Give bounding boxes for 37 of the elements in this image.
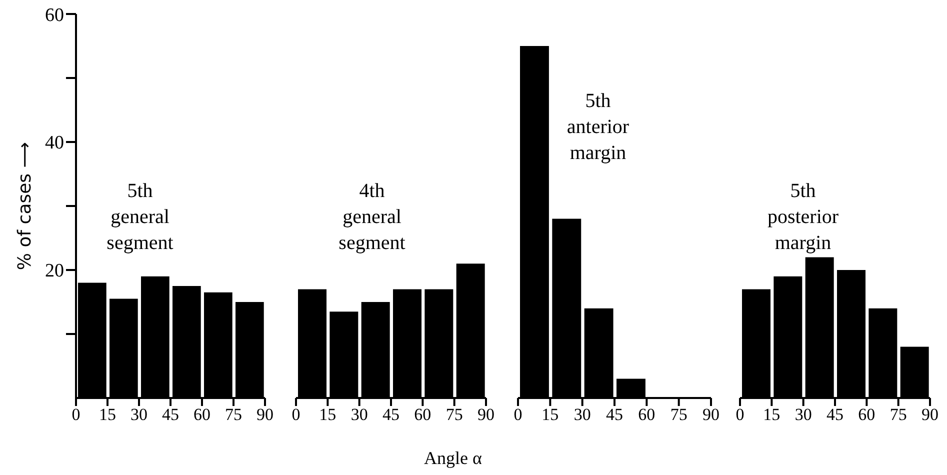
x-tick-label: 30 — [350, 405, 368, 424]
x-tick-label: 15 — [99, 405, 116, 424]
x-tick-label: 0 — [736, 405, 744, 424]
annotation: 4th general segment — [338, 179, 406, 256]
y-tick-label: 40 — [45, 132, 64, 154]
x-tick-label: 60 — [858, 405, 876, 424]
x-tick-label: 90 — [478, 405, 494, 424]
y-axis-title: % of cases ⟶ — [14, 142, 36, 270]
x-tick-label: 75 — [670, 405, 688, 424]
x-tick-label: 45 — [826, 405, 844, 424]
x-tick-label: 15 — [542, 405, 559, 424]
x-tick-label: 0 — [72, 405, 80, 424]
x-tick-label: 75 — [890, 405, 907, 424]
y-tick-label: 60 — [45, 4, 64, 26]
x-tick-label: 45 — [606, 405, 623, 424]
x-tick-label: 60 — [194, 405, 210, 424]
x-tick-label: 30 — [130, 405, 148, 424]
x-tick-label: 60 — [414, 405, 432, 424]
x-tick-label: 0 — [292, 405, 300, 424]
x-tick-label: 30 — [794, 405, 812, 424]
x-tick-label: 15 — [319, 405, 336, 424]
y-tick-label: 20 — [45, 260, 64, 282]
x-tick-label: 90 — [702, 405, 720, 424]
x-tick-label: 60 — [638, 405, 656, 424]
x-tick-label: 0 — [514, 405, 522, 424]
x-tick-label: 45 — [162, 405, 179, 424]
annotation: 5th general segment — [106, 179, 174, 256]
x-tick-label: 90 — [922, 405, 938, 424]
x-tick-label: 75 — [225, 405, 242, 424]
x-tick-label: 90 — [256, 405, 274, 424]
annotation: 5th anterior margin — [566, 89, 630, 166]
x-tick-label: 45 — [382, 405, 400, 424]
x-tick-label: 15 — [763, 405, 780, 424]
x-tick-label: 75 — [446, 405, 463, 424]
x-axis-title: Angle α — [423, 448, 483, 469]
x-tick-label: 30 — [574, 405, 591, 424]
annotation: 5th posterior margin — [766, 179, 840, 256]
